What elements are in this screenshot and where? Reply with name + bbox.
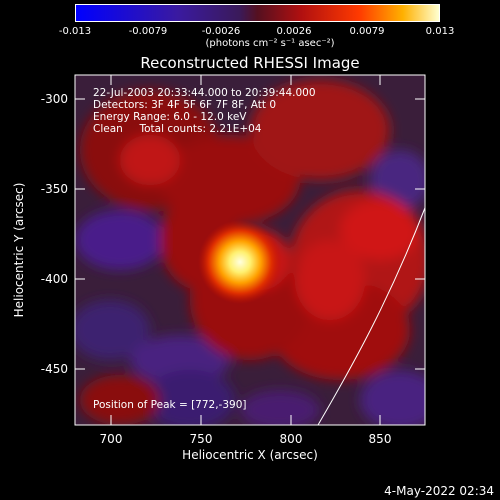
annotation-time: 22-Jul-2003 20:33:44.000 to 20:39:44.000 bbox=[93, 87, 316, 99]
colorbar-tick-label: 0.0079 bbox=[349, 26, 385, 37]
colorbar bbox=[75, 4, 440, 22]
annotation-clean: Clean Total counts: 2.21E+04 bbox=[93, 123, 262, 135]
y-tick-label: -450 bbox=[41, 362, 68, 376]
y-axis-label: Heliocentric Y (arcsec) bbox=[12, 183, 26, 318]
y-tick-label: -350 bbox=[41, 182, 68, 196]
solar-limb-line bbox=[317, 206, 425, 425]
y-tick-label: -400 bbox=[41, 272, 68, 286]
x-tick-label: 750 bbox=[190, 432, 213, 446]
x-tick-label: 700 bbox=[100, 432, 123, 446]
x-axis-ticks bbox=[110, 75, 381, 425]
y-axis-ticks bbox=[75, 98, 425, 370]
colorbar-units: (photons cm⁻² s⁻¹ asec⁻²) bbox=[205, 38, 335, 49]
annotation-detectors: Detectors: 3F 4F 5F 6F 7F 8F, Att 0 bbox=[93, 99, 276, 111]
image-title: Reconstructed RHESSI Image bbox=[140, 54, 360, 72]
x-tick-label: 800 bbox=[280, 432, 303, 446]
plot-frame bbox=[74, 74, 426, 426]
colorbar-tick-label: -0.0026 bbox=[201, 26, 241, 37]
timestamp-footer: 4-May-2022 02:34 bbox=[384, 484, 494, 498]
annotation-peak: Position of Peak = [772,-390] bbox=[93, 399, 247, 411]
colorbar-tick-label: 0.0026 bbox=[276, 26, 312, 37]
annotation-energy: Energy Range: 6.0 - 12.0 keV bbox=[93, 111, 247, 123]
y-tick-label: -300 bbox=[41, 92, 68, 106]
colorbar-tick-label: -0.0079 bbox=[128, 26, 168, 37]
colorbar-tick-label: 0.013 bbox=[425, 26, 455, 37]
solar-image bbox=[75, 75, 425, 425]
x-tick-label: 850 bbox=[369, 432, 392, 446]
colorbar-gradient bbox=[76, 5, 439, 21]
colorbar-tick-label: -0.013 bbox=[58, 26, 92, 37]
x-axis-label: Heliocentric X (arcsec) bbox=[182, 448, 318, 462]
flare-source bbox=[198, 220, 282, 304]
